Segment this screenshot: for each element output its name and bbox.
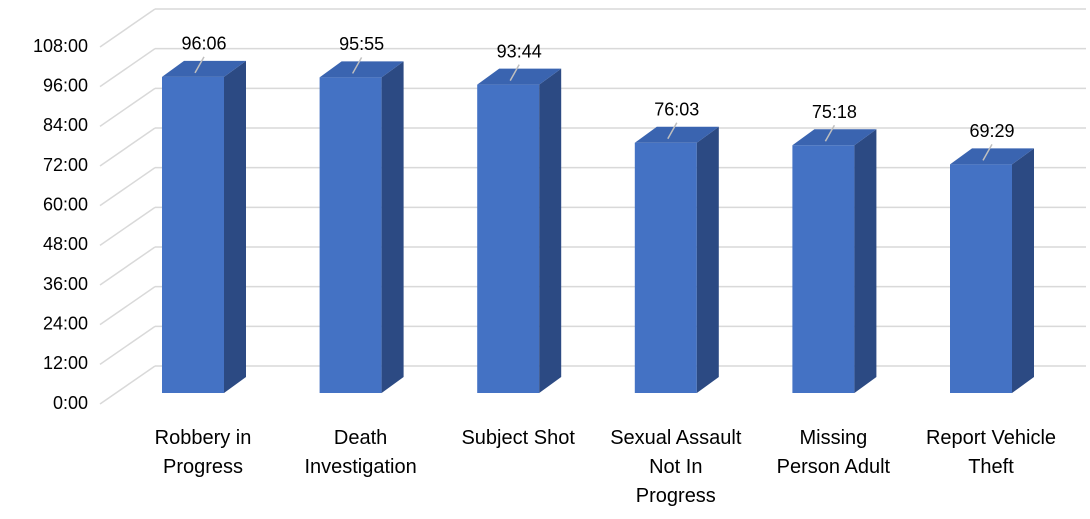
bar-side bbox=[539, 68, 562, 394]
grid-line bbox=[99, 8, 156, 48]
y-tick-label: 36:00 bbox=[43, 274, 88, 294]
bar-top bbox=[634, 126, 719, 143]
value-label: 76:03 bbox=[654, 100, 699, 120]
value-label: 96:06 bbox=[181, 34, 226, 54]
y-tick-label: 108:00 bbox=[33, 36, 88, 56]
leader-line bbox=[982, 144, 993, 161]
bar-side bbox=[854, 129, 877, 393]
bar-front bbox=[162, 76, 224, 394]
bar bbox=[792, 129, 877, 393]
leader-line bbox=[194, 56, 205, 74]
leader-line bbox=[509, 64, 520, 81]
y-tick-label: 12:00 bbox=[43, 353, 88, 373]
grid-line bbox=[99, 286, 156, 326]
bar-front bbox=[792, 145, 855, 393]
grid-line bbox=[99, 48, 156, 88]
y-tick-label: 24:00 bbox=[43, 313, 88, 333]
bar-side bbox=[381, 61, 404, 394]
bar-top bbox=[950, 148, 1034, 165]
y-tick-label: 60:00 bbox=[43, 194, 88, 214]
bar-side bbox=[1012, 148, 1034, 393]
leader-line bbox=[351, 57, 363, 74]
bar-front bbox=[950, 164, 1012, 393]
bar-front bbox=[634, 142, 697, 393]
grid-line bbox=[99, 206, 156, 246]
bar bbox=[162, 60, 246, 394]
bar-side bbox=[224, 60, 246, 394]
value-label: 95:55 bbox=[339, 34, 384, 54]
value-label: 93:44 bbox=[497, 41, 542, 61]
bar-top bbox=[319, 61, 404, 78]
bar-top bbox=[477, 68, 562, 85]
grid-line bbox=[99, 325, 156, 365]
grid-line bbox=[99, 127, 156, 167]
bar-front bbox=[477, 84, 540, 394]
grid-line bbox=[99, 365, 156, 405]
bar bbox=[950, 148, 1034, 393]
value-label: 69:29 bbox=[969, 121, 1014, 141]
bar-side bbox=[696, 126, 719, 393]
value-label: 75:18 bbox=[812, 102, 857, 122]
bar bbox=[634, 126, 719, 393]
x-tick-label: Death Investigation bbox=[304, 427, 417, 478]
x-tick-label: Report Vehicle Theft bbox=[925, 427, 1057, 478]
y-tick-label: 96:00 bbox=[43, 75, 88, 95]
bar-top bbox=[792, 129, 877, 146]
grid-line bbox=[99, 87, 156, 127]
bar bbox=[477, 68, 562, 394]
y-tick-label: 48:00 bbox=[43, 234, 88, 254]
x-tick-label: Subject Shot bbox=[461, 427, 575, 449]
bar-front bbox=[319, 77, 382, 394]
grid-line bbox=[99, 167, 156, 207]
y-tick-label: 84:00 bbox=[43, 115, 88, 135]
bar-top bbox=[162, 60, 246, 77]
leader-line bbox=[824, 124, 836, 142]
grid-line bbox=[99, 246, 156, 286]
bar bbox=[319, 61, 404, 394]
leader-line bbox=[667, 122, 678, 140]
x-tick-label: Robbery in Progress bbox=[154, 427, 252, 478]
y-tick-label: 0:00 bbox=[53, 393, 88, 413]
x-tick-label: Missing Person Adult bbox=[776, 427, 891, 478]
x-tick-label: Sexual Assault Not In Progress bbox=[610, 427, 742, 507]
y-tick-label: 72:00 bbox=[43, 155, 88, 175]
